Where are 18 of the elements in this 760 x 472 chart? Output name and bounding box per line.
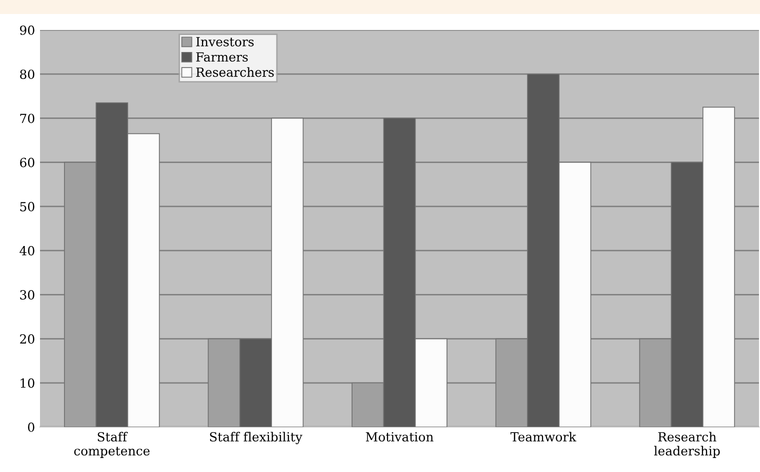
legend-label: Farmers [196,52,248,62]
legend-label: Investors [196,37,254,46]
y-tick-label: 0 [28,422,34,432]
x-tick-label: Teamwork [510,432,576,442]
y-tick-label: 50 [20,202,34,212]
x-tick-label: Motivation [366,432,434,442]
y-tick-label: 30 [20,290,34,300]
y-tick-label: 40 [20,246,34,256]
x-tick-label: Staff competence [74,432,150,458]
y-tick-label: 70 [20,114,34,124]
x-tick-label: Staff flexibility [210,432,302,444]
y-tick-label: 80 [20,70,34,80]
y-tick-label: 20 [20,334,34,344]
y-tick-label: 60 [20,158,34,168]
y-tick-label: 10 [20,378,34,388]
y-tick-label: 90 [20,25,34,35]
legend-label: Researchers [196,67,274,77]
x-tick-label: Research leadership [654,432,720,458]
